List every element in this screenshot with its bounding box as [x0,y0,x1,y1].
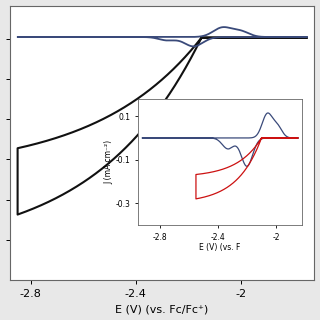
X-axis label: E (V) (vs. Fc/Fc⁺): E (V) (vs. Fc/Fc⁺) [116,304,209,315]
